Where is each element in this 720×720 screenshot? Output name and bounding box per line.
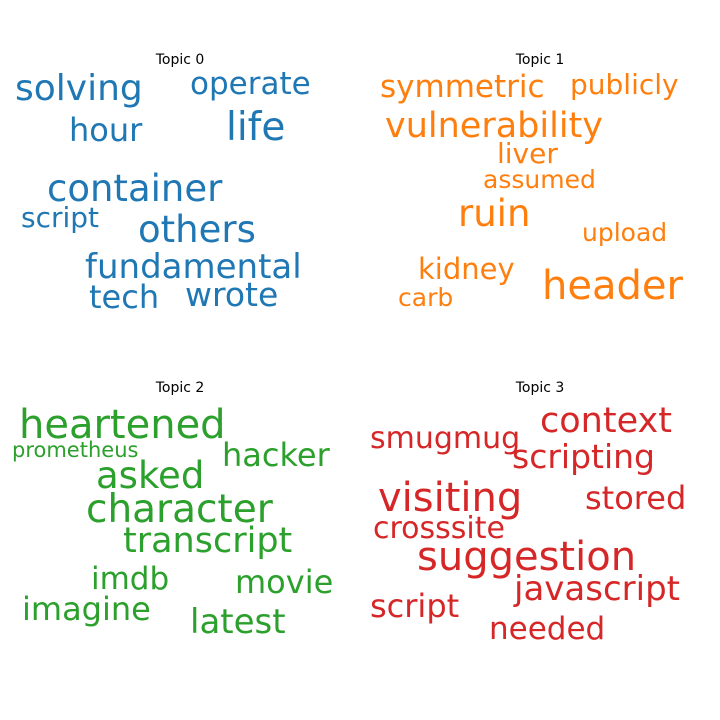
word: javascript bbox=[514, 569, 680, 609]
word: symmetric bbox=[380, 69, 545, 105]
panel-title: Topic 2 bbox=[155, 380, 205, 396]
wordcloud-panel-topic-1: Topic 1 symmetric publicly vulnerability… bbox=[360, 0, 720, 360]
word: solving bbox=[15, 68, 143, 109]
word: container bbox=[47, 167, 223, 210]
wordcloud-panel-topic-3: Topic 3 context smugmug scripting visiti… bbox=[360, 360, 720, 720]
word: script bbox=[370, 587, 460, 625]
word: crosssite bbox=[373, 511, 505, 546]
word: carb bbox=[398, 283, 454, 312]
word: header bbox=[542, 263, 683, 309]
word: suggestion bbox=[417, 534, 637, 580]
word: stored bbox=[585, 479, 687, 517]
word: hour bbox=[69, 111, 143, 149]
word: liver bbox=[497, 137, 558, 170]
word: kidney bbox=[418, 252, 515, 286]
word: others bbox=[138, 208, 256, 251]
word: life bbox=[226, 105, 286, 150]
word: hacker bbox=[222, 436, 330, 474]
word: smugmug bbox=[370, 421, 521, 456]
word: transcript bbox=[123, 521, 293, 561]
word: tech bbox=[89, 278, 160, 316]
word: wrote bbox=[185, 275, 279, 314]
word: assumed bbox=[483, 165, 596, 194]
word: movie bbox=[235, 563, 334, 601]
word: needed bbox=[489, 611, 606, 647]
wordcloud-panel-topic-2: Topic 2 heartened prometheus hacker aske… bbox=[0, 360, 360, 720]
word: ruin bbox=[458, 192, 531, 235]
word: operate bbox=[190, 66, 311, 102]
panel-title: Topic 1 bbox=[515, 52, 565, 68]
wordcloud-panel-topic-0: Topic 0 solving operate hour life contai… bbox=[0, 0, 360, 360]
word: vulnerability bbox=[385, 106, 603, 146]
word: script bbox=[21, 201, 100, 234]
panel-title: Topic 0 bbox=[155, 52, 205, 68]
word: prometheus bbox=[12, 438, 139, 462]
word: imagine bbox=[22, 590, 151, 628]
word: asked bbox=[96, 454, 205, 497]
word: scripting bbox=[512, 437, 655, 476]
word: character bbox=[86, 487, 273, 532]
word: latest bbox=[190, 602, 286, 642]
word: heartened bbox=[19, 402, 226, 448]
word: upload bbox=[582, 218, 668, 247]
word: visiting bbox=[378, 475, 523, 521]
panel-title: Topic 3 bbox=[515, 380, 565, 396]
word: publicly bbox=[570, 68, 679, 101]
word: imdb bbox=[91, 561, 170, 597]
word: context bbox=[540, 401, 672, 441]
word: fundamental bbox=[85, 247, 302, 287]
